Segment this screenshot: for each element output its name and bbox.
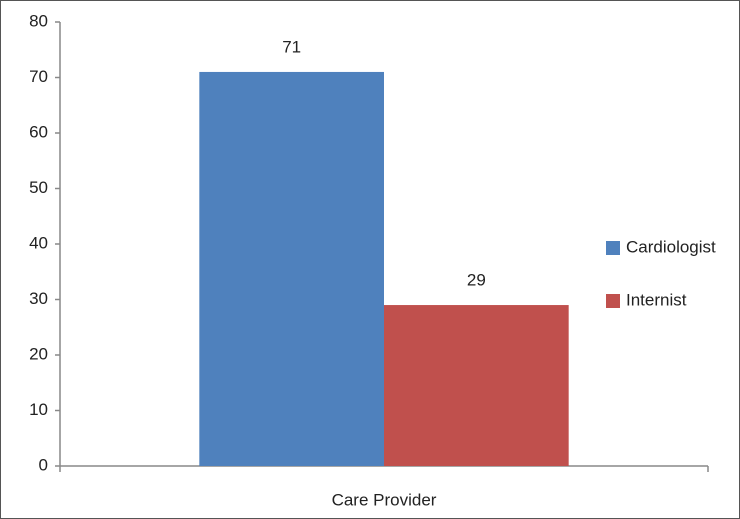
- y-tick-label: 50: [29, 178, 48, 197]
- bar: [384, 305, 569, 466]
- y-tick-label: 0: [39, 455, 48, 474]
- bar: [199, 71, 384, 466]
- y-tick-label: 80: [29, 11, 48, 30]
- y-tick-label: 70: [29, 67, 48, 86]
- data-label: 71: [282, 37, 301, 56]
- legend-label: Cardiologist: [626, 237, 716, 256]
- y-tick-label: 20: [29, 344, 48, 363]
- legend-swatch: [606, 241, 620, 255]
- data-label: 29: [467, 271, 486, 290]
- y-tick-label: 30: [29, 289, 48, 308]
- x-tick-label: Care Provider: [332, 490, 437, 509]
- y-tick-label: 60: [29, 122, 48, 141]
- y-tick-label: 10: [29, 400, 48, 419]
- legend-label: Internist: [626, 290, 687, 309]
- y-tick-label: 40: [29, 233, 48, 252]
- legend-swatch: [606, 294, 620, 308]
